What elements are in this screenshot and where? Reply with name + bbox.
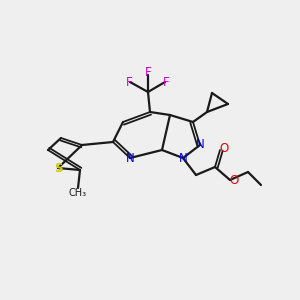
- Text: N: N: [196, 139, 204, 152]
- Text: O: O: [219, 142, 229, 155]
- Text: F: F: [126, 76, 132, 89]
- Text: O: O: [230, 175, 238, 188]
- Text: F: F: [163, 76, 169, 89]
- Text: N: N: [178, 152, 188, 164]
- Text: CH₃: CH₃: [69, 188, 87, 198]
- Text: N: N: [126, 152, 134, 164]
- Text: S: S: [54, 161, 62, 175]
- Text: F: F: [145, 65, 151, 79]
